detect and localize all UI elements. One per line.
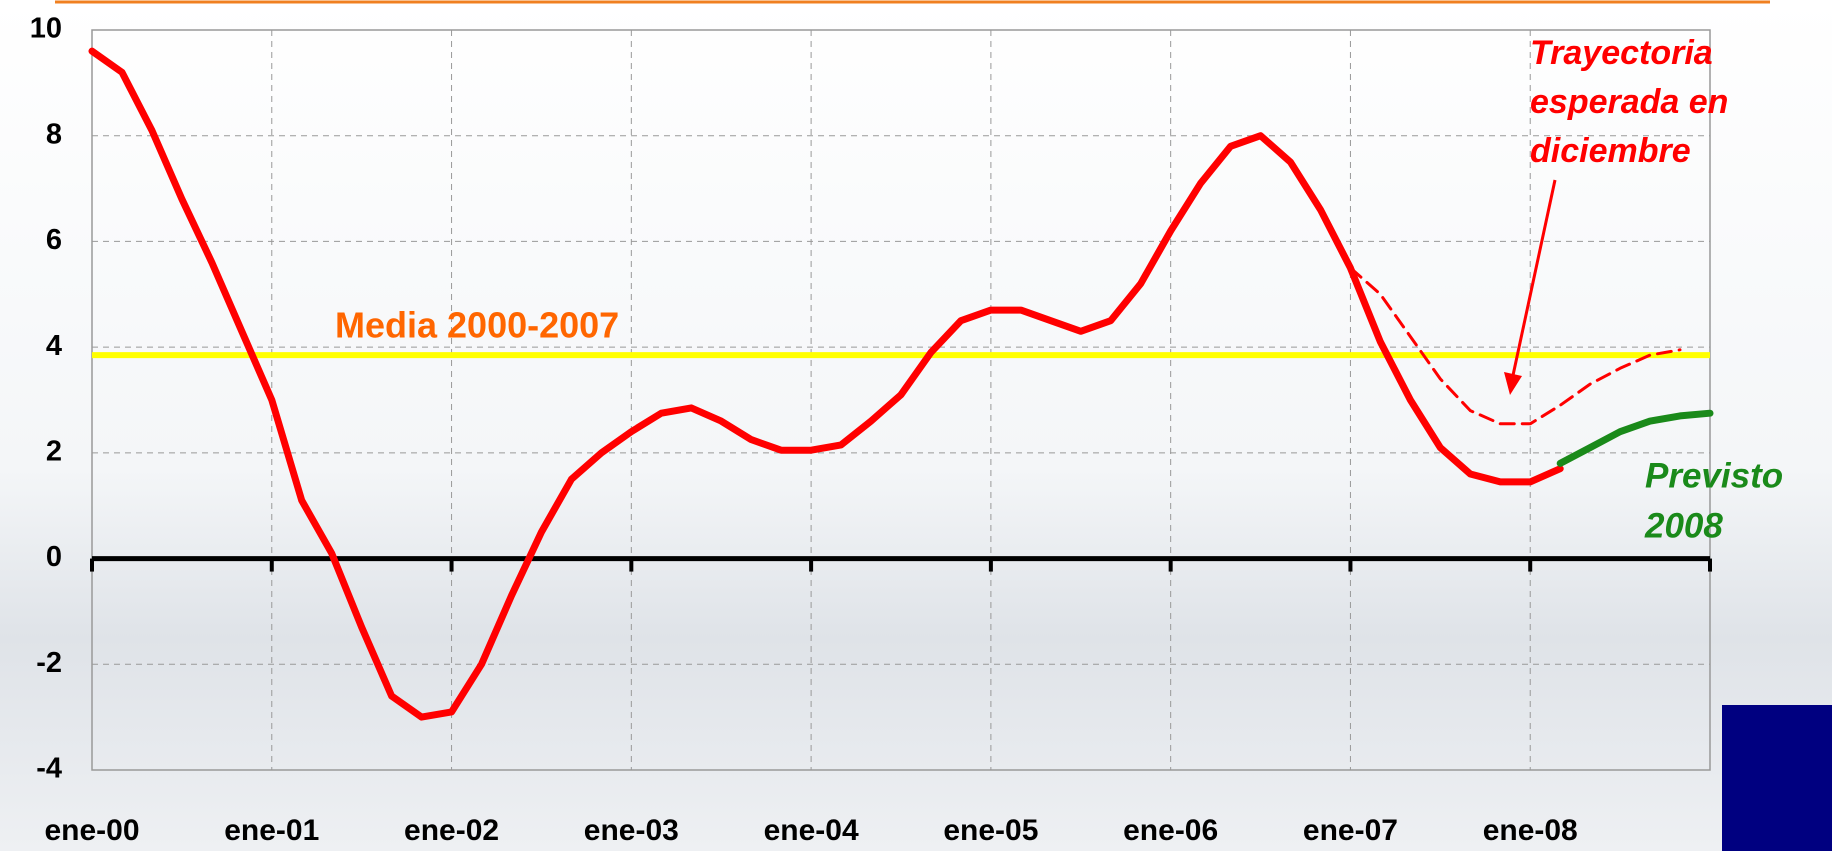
annotation: Trayectoria bbox=[1530, 34, 1713, 72]
y-tick-label: 8 bbox=[46, 118, 62, 150]
x-tick-label: ene-00 bbox=[44, 814, 139, 847]
corner-block bbox=[1722, 705, 1832, 851]
y-tick-label: 4 bbox=[46, 330, 62, 362]
annotation: Previsto bbox=[1645, 456, 1783, 495]
annotation: esperada en bbox=[1530, 83, 1728, 121]
annotation-arrowhead bbox=[1504, 372, 1522, 395]
y-tick-label: 2 bbox=[46, 436, 62, 468]
x-tick-label: ene-08 bbox=[1483, 814, 1578, 847]
marks: -4 -2 0 2 4 6 8 10 ene-00 ene-01 ene-02 ene-03 ene-0… bbox=[30, 13, 1714, 847]
x-tick-label: ene-05 bbox=[943, 814, 1038, 847]
x-tick-label: ene-02 bbox=[404, 814, 499, 847]
x-tick-label: ene-01 bbox=[224, 814, 319, 847]
series-line bbox=[88, 47, 1564, 721]
x-tick-label: ene-06 bbox=[1123, 814, 1218, 847]
x-tick-label: ene-07 bbox=[1303, 814, 1398, 847]
series-line bbox=[1556, 409, 1714, 467]
series-line bbox=[1348, 266, 1682, 426]
y-tick-label: 0 bbox=[46, 541, 62, 573]
annotation: diciembre bbox=[1530, 132, 1691, 170]
y-tick-label: 6 bbox=[46, 224, 62, 256]
reference-label: Media 2000-2007 bbox=[335, 305, 619, 346]
y-tick-label: -2 bbox=[36, 647, 62, 679]
x-tick-label: ene-03 bbox=[584, 814, 679, 847]
y-tick-label: 10 bbox=[30, 13, 62, 45]
annotation-arrow bbox=[1510, 179, 1557, 381]
x-tick-label: ene-04 bbox=[764, 814, 859, 847]
annotation: 2008 bbox=[1644, 506, 1723, 545]
y-tick-label: -4 bbox=[36, 753, 62, 785]
